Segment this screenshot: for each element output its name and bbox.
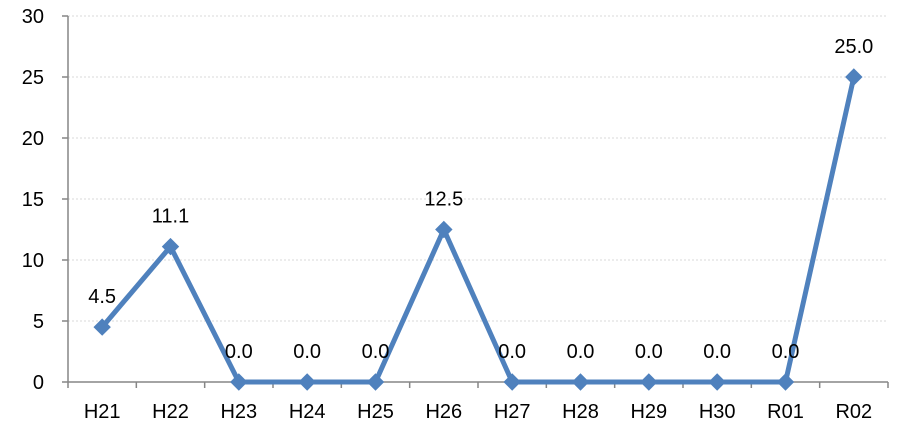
data-label: 0.0 [293, 341, 321, 363]
y-tick-label: 5 [33, 311, 44, 333]
y-tick-label: 10 [22, 250, 44, 272]
data-labels: 4.5 11.1 0.0 0.0 0.0 12.5 0.0 0.0 0.0 0.0 0.0 25.0 [88, 36, 873, 363]
x-tick-label: R01 [767, 401, 804, 423]
data-label: 12.5 [424, 189, 463, 211]
data-label: 0.0 [498, 341, 526, 363]
data-point-marker [571, 373, 590, 391]
data-point-marker [708, 373, 726, 391]
data-label: 25.0 [834, 36, 873, 58]
data-label: 0.0 [635, 341, 663, 363]
x-tick-label: H24 [289, 401, 326, 423]
data-point-marker [435, 220, 453, 239]
x-tick-label: H21 [84, 401, 121, 423]
data-label: 0.0 [362, 341, 390, 363]
data-label: 4.5 [88, 286, 116, 308]
data-point-marker [161, 237, 180, 256]
data-point-marker [845, 68, 863, 86]
x-tick-label: H29 [630, 401, 667, 423]
x-tick-label: H26 [425, 401, 462, 423]
x-axis-tick-labels: H21 H22 H23 H24 H25 H26 H27 H28 H29 H30 R01 R02 [84, 401, 872, 423]
data-point-marker [93, 318, 111, 336]
y-tick-label: 30 [22, 6, 44, 28]
y-tick-label: 20 [22, 128, 44, 150]
data-label: 0.0 [772, 341, 800, 363]
axes [62, 15, 889, 388]
x-tick-label: H30 [699, 401, 736, 423]
data-label: 0.0 [703, 341, 731, 363]
data-label: 0.0 [567, 341, 595, 363]
x-tick-label: H25 [357, 401, 394, 423]
x-tick-label: H27 [494, 401, 531, 423]
data-point-marker [503, 373, 521, 391]
data-point-marker [230, 373, 248, 391]
data-point-marker [366, 373, 385, 391]
y-tick-label: 15 [22, 189, 44, 211]
gridlines [68, 15, 888, 322]
x-tick-label: H28 [562, 401, 599, 423]
data-label: 11.1 [152, 206, 189, 228]
y-tick-label: 25 [22, 67, 44, 89]
x-tick-label: H22 [152, 401, 189, 423]
series-line-layer [99, 74, 857, 385]
series-line [99, 74, 857, 385]
x-tick-label: H23 [220, 401, 257, 423]
data-point-marker [298, 373, 316, 391]
data-markers [93, 68, 863, 391]
y-tick-label: 0 [33, 372, 44, 394]
data-label: 0.0 [225, 341, 253, 363]
y-axis-tick-labels: 0 5 10 15 20 25 30 [22, 6, 44, 394]
data-point-marker [776, 373, 795, 391]
data-point-marker [640, 373, 658, 391]
x-tick-label: R02 [835, 401, 872, 423]
